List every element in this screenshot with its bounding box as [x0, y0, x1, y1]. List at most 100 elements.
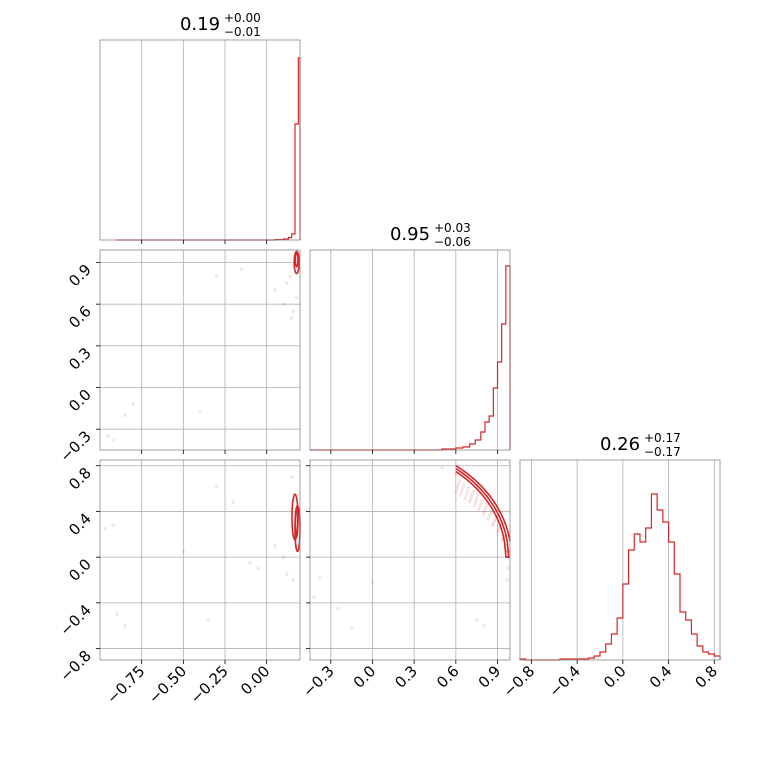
param-1-plus-error: +0.00 [224, 11, 261, 25]
sample-point [483, 507, 487, 512]
sample-point [484, 505, 488, 509]
ridge-contour [455, 465, 511, 542]
sample-point [497, 526, 501, 531]
sample-point [294, 295, 299, 300]
param-2-minus-error: −0.06 [434, 235, 471, 249]
scatter-panel-param1-vs-param3: −0.75−0.50−0.25 0.00 −0.8 −0.4 0.0 0.4 0.8 [56, 459, 301, 707]
sample-point [481, 512, 485, 516]
sample-point [198, 409, 202, 413]
sample-point [281, 302, 286, 306]
sample-point [501, 537, 505, 541]
param-3-title-value: 0.26 [600, 434, 640, 455]
sample-point [478, 505, 482, 509]
sample-point [463, 496, 467, 501]
sample-point [291, 309, 296, 313]
y-tick-label: 0.9 [65, 261, 95, 291]
density-contour [294, 508, 299, 538]
sample-point [490, 508, 494, 513]
sample-point [468, 497, 473, 501]
sample-point [467, 485, 471, 490]
ridge-contour [455, 470, 510, 558]
param-2-plus-error: +0.03 [434, 221, 471, 235]
x-tick-label: −0.25 [187, 662, 232, 707]
sample-point [106, 434, 111, 438]
sample-point [491, 521, 496, 525]
sample-point [460, 488, 464, 492]
x-tick-label: −0.50 [145, 662, 190, 707]
sample-point [488, 513, 492, 517]
sample-point [489, 511, 493, 515]
y-tick-label: 0.4 [65, 510, 95, 540]
sample-point [506, 548, 510, 553]
sample-point [469, 494, 474, 499]
sample-point [472, 504, 476, 508]
param-2-title: 0.95 +0.03 −0.06 [390, 221, 471, 249]
sample-point [214, 274, 219, 279]
param-3-plus-error: +0.17 [644, 431, 681, 445]
sample-point [111, 523, 116, 527]
sample-point [475, 496, 479, 500]
x-tick-label: −0.8 [500, 662, 538, 700]
sample-point [456, 485, 460, 489]
param-2-title-value: 0.95 [390, 224, 430, 245]
x-tick-label: 0.00 [237, 662, 273, 698]
density-contour [294, 251, 299, 268]
sample-point [466, 488, 470, 492]
param-1-minus-error: −0.01 [224, 25, 261, 39]
sample-point [457, 479, 462, 483]
sample-point [284, 281, 289, 286]
sample-point [498, 525, 502, 529]
sample-point [503, 533, 508, 537]
x-tick-label: −0.4 [545, 662, 583, 700]
x-tick-label: 0.4 [646, 662, 676, 692]
x-tick-label: −0.3 [299, 662, 337, 700]
histogram-panel-param-1 [99, 39, 301, 244]
sample-point [490, 523, 495, 528]
ridge-contour [455, 467, 510, 558]
param-3-minus-error: −0.17 [644, 445, 681, 459]
sample-point [506, 566, 511, 571]
sample-point [485, 503, 489, 507]
param-1-title: 0.19 +0.00 −0.01 [180, 11, 261, 39]
param-2-median: 0.95 [390, 224, 430, 245]
sample-point [468, 500, 472, 504]
param-1-title-value: 0.19 [180, 14, 220, 35]
sample-point [440, 466, 444, 470]
sample-point [256, 566, 261, 571]
sample-point [273, 288, 277, 293]
density-contour [293, 250, 300, 275]
y-tick-label: 0.0 [65, 386, 95, 416]
sample-point [456, 482, 461, 486]
scatter-panel-param1-vs-param2: −0.3 0.0 0.3 0.6 0.9 [56, 249, 301, 466]
sample-point [288, 274, 292, 279]
sample-point [477, 508, 481, 512]
y-tick-label: 0.6 [65, 302, 95, 332]
sample-point [474, 498, 478, 502]
sample-point [239, 267, 244, 272]
sample-point [479, 503, 483, 507]
sample-point [231, 500, 236, 505]
sample-point [248, 561, 252, 565]
sample-point [473, 501, 477, 505]
sample-point [289, 475, 294, 479]
sample-point [502, 534, 507, 538]
sample-point [312, 595, 316, 599]
sample-point [461, 485, 465, 489]
histogram-step-line [519, 493, 721, 661]
sample-point [459, 490, 463, 495]
sample-point [123, 623, 127, 628]
sample-point [273, 543, 277, 548]
x-tick-label: 0.6 [433, 662, 463, 692]
sample-point [464, 494, 468, 498]
sample-point [500, 538, 504, 543]
sample-point [458, 493, 463, 497]
y-tick-label: 0.0 [65, 555, 95, 585]
sample-point [335, 606, 340, 611]
y-tick-label: 0.3 [65, 344, 95, 374]
sample-point [471, 489, 475, 493]
histogram-panel-param-3: −0.8 −0.4 0.0 0.4 0.8 [500, 459, 721, 701]
y-tick-label: −0.3 [56, 427, 94, 465]
param-3-title: 0.26 +0.17 −0.17 [600, 431, 681, 459]
sample-point [349, 626, 354, 630]
